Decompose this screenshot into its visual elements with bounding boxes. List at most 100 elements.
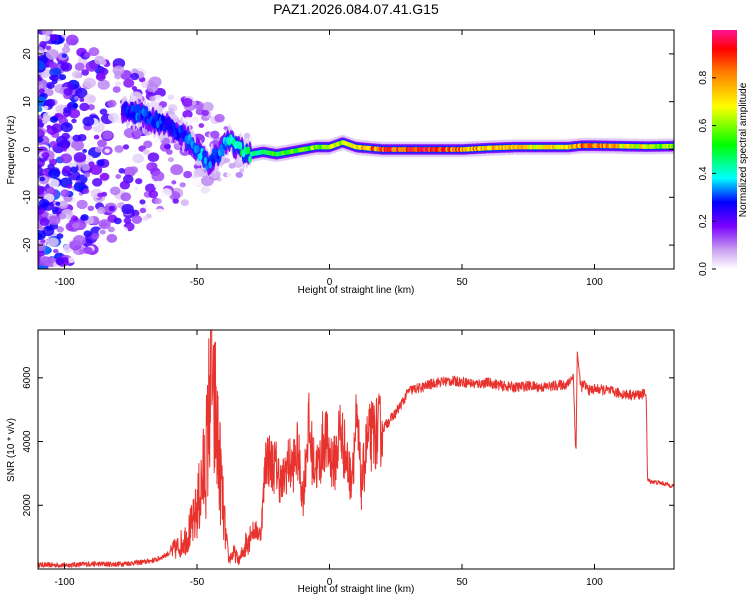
spectrogram-speckle-blob <box>108 205 116 212</box>
spectrogram-speckle-blob <box>48 61 58 70</box>
spectrogram-ridge-cell <box>211 158 216 167</box>
spectrogram-speckle-blob <box>56 226 64 233</box>
spectrogram-speckle-blob <box>88 47 100 57</box>
spectrogram-speckle-blob <box>46 225 53 231</box>
spectrogram-speckle-blob <box>79 97 85 103</box>
spectrogram-speckle-blob <box>51 123 63 133</box>
spectrogram-speckle-blob <box>82 188 90 194</box>
spectrogram-speckle-blob <box>167 157 174 163</box>
spectrogram-speckle-blob <box>179 182 186 188</box>
spectrogram-speckle-blob <box>113 217 122 225</box>
spectrogram-speckle-blob <box>81 163 91 171</box>
spectrogram-speckle-blob <box>83 77 96 89</box>
spectrogram-speckle-blob <box>39 217 50 227</box>
snr-x-tick-label: 100 <box>586 577 603 588</box>
spectrogram-speckle-blob <box>38 106 43 113</box>
spectrogram-ridge-cell <box>133 105 138 113</box>
spectrogram-y-tick-label: 10 <box>22 96 33 108</box>
snr-x-tick-label: -100 <box>54 577 74 588</box>
colorbar-tick-label: 0.4 <box>698 166 709 180</box>
spectrogram-speckle-blob <box>201 101 214 112</box>
spectrogram-speckle-blob <box>56 142 63 147</box>
spectrogram-speckle-blob <box>97 139 107 148</box>
spectrogram-ridge-cell <box>154 110 158 123</box>
spectrogram-speckle-blob <box>38 88 45 94</box>
spectrogram-speckle-blob <box>88 161 95 167</box>
spectrogram-speckle-blob <box>94 146 103 153</box>
spectrogram-speckle-blob <box>76 199 88 210</box>
spectrogram-speckle-blob <box>116 226 129 237</box>
spectrogram-x-tick-label: 0 <box>327 277 333 288</box>
spectrogram-speckle-blob <box>41 30 53 36</box>
spectrogram-speckle-blob <box>198 123 205 128</box>
spectrogram-x-tick-label: 100 <box>586 277 603 288</box>
spectrogram-speckle-blob <box>38 137 44 143</box>
colorbar-label: Normalized spectral amplitude <box>738 82 749 217</box>
spectrogram-speckle-blob <box>191 177 201 186</box>
spectrogram-speckle-blob <box>139 199 146 205</box>
spectrogram-speckle-blob <box>39 176 46 182</box>
spectrogram-speckle-blob <box>49 141 58 149</box>
spectrogram-speckle-blob <box>89 164 103 175</box>
spectrogram-speckle-blob <box>154 198 162 205</box>
spectrogram-x-tick-label: -100 <box>54 277 74 288</box>
spectrogram-speckle-blob <box>58 74 67 81</box>
spectrogram-speckle-blob <box>115 174 122 179</box>
spectrogram-speckle-blob <box>71 118 77 124</box>
spectrogram-speckle-blob <box>104 148 110 154</box>
spectrogram-ridge-cell <box>238 141 243 150</box>
spectrogram-speckle-blob <box>38 226 45 231</box>
spectrogram-y-tick-label: 20 <box>22 48 33 60</box>
spectrogram-x-tick-label: -50 <box>190 277 205 288</box>
spectrogram-speckle-blob <box>142 149 150 155</box>
spectrogram-speckle-blob <box>61 46 71 54</box>
spectrogram-speckle-blob <box>182 109 193 119</box>
spectrogram-speckle-blob <box>58 212 67 220</box>
spectrogram-speckle-blob <box>48 110 56 117</box>
spectrogram-speckle-blob <box>72 235 86 246</box>
spectrogram-speckle-blob <box>228 162 236 169</box>
spectrogram-speckle-blob <box>38 79 49 91</box>
spectrogram-y-ticks: -20 -10 0 10 20 <box>22 48 674 252</box>
spectrogram-speckle-blob <box>183 170 193 179</box>
spectrogram-speckle-blob <box>112 86 121 93</box>
spectrogram-speckle-blob <box>226 172 232 178</box>
spectrogram-speckle-blob <box>47 186 55 194</box>
spectrogram-speckle-blob <box>95 72 106 82</box>
spectrogram-y-label: Frequency (Hz) <box>6 116 17 185</box>
spectrogram-speckle-blob <box>180 199 189 207</box>
spectrogram-speckle-blob <box>79 102 90 112</box>
spectrogram-speckle-blob <box>141 203 147 209</box>
spectrogram-speckle-blob <box>151 170 165 182</box>
spectrogram-speckle-blob <box>131 86 138 91</box>
snr-x-tick-label: 50 <box>456 577 468 588</box>
spectrogram-speckle-blob <box>100 229 106 235</box>
colorbar-tick-label: 0.0 <box>698 262 709 276</box>
spectrogram-speckle-blob <box>47 163 55 170</box>
spectrogram-speckle-blob <box>49 75 56 81</box>
spectrogram-speckle-blob <box>107 99 117 108</box>
spectrogram-speckle-blob <box>48 215 61 226</box>
snr-y-label: SNR (10 * v/v) <box>6 418 17 482</box>
spectrogram-speckle-blob <box>56 233 64 239</box>
spectrogram-speckle-blob <box>48 178 60 188</box>
chart-title: PAZ1.2026.084.07.41.G15 <box>273 1 439 17</box>
spectrogram-speckle-blob <box>147 152 160 162</box>
spectrogram-speckle-blob <box>153 208 167 220</box>
spectrogram-speckle-blob <box>73 95 79 101</box>
spectrogram-speckle-blob <box>87 205 95 212</box>
spectrogram-speckle-blob <box>74 87 88 99</box>
snr-x-tick-label: -50 <box>190 577 205 588</box>
spectrogram-speckle-blob <box>63 106 71 114</box>
spectrogram-speckle-blob <box>49 67 62 78</box>
spectrogram-speckle-blob <box>71 70 82 79</box>
spectrogram-speckle-blob <box>120 192 132 202</box>
spectrogram-speckle-blob <box>132 153 145 164</box>
spectrogram-speckle-blob <box>91 177 103 187</box>
spectrogram-speckle-blob <box>153 180 164 190</box>
spectrogram-speckle-blob <box>142 215 149 221</box>
snr-y-ticks: 2000 4000 6000 <box>22 366 674 516</box>
spectrogram-speckle-blob <box>160 188 173 198</box>
